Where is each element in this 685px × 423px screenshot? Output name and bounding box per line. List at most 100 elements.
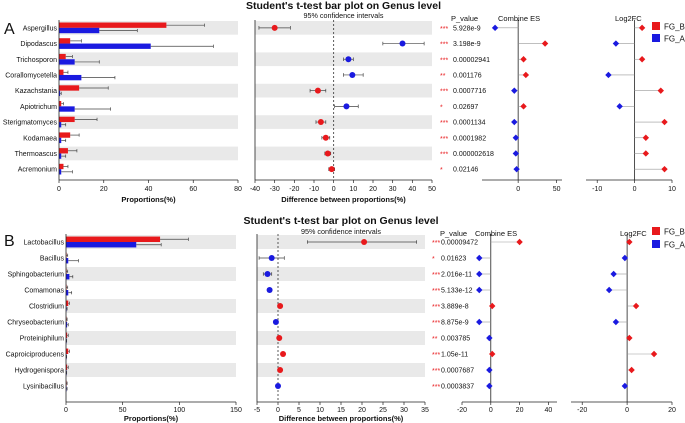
panel-b-p-value: 0.003785: [441, 336, 470, 343]
panel-b-bar-fg_b: [66, 364, 68, 370]
panel-b-fc-marker: [650, 350, 658, 358]
panel-a-diff-tick-label: 40: [408, 186, 416, 193]
panel-a-title: Student's t-test bar plot on Genus level: [246, 0, 441, 12]
panel-a-prop-stripe: [59, 52, 238, 67]
panel-a-letter: A: [4, 21, 15, 38]
legend-b-swatch-fg-b: [652, 227, 660, 235]
panel-a-prop-xlabel: Proportions(%): [121, 195, 176, 204]
panel-b-category-label: Lactobacillus: [24, 240, 65, 247]
panel-b-es-tick-label: 0: [489, 407, 493, 414]
panel-a-diff-point: [399, 40, 406, 47]
panel-b-prop-stripe: [66, 331, 236, 345]
panel-b-fc-marker: [632, 302, 640, 310]
legend-swatch-fg-a: [652, 34, 660, 42]
panel-b-p-stars: ***: [432, 240, 440, 247]
panel-a-diff-point: [328, 166, 335, 173]
panel-a-fc-marker: [642, 134, 650, 141]
legend-b-swatch-fg-a: [652, 240, 660, 248]
panel-a-p-value: 0.000002618: [453, 151, 494, 158]
panel-b-category-label: Bacillus: [40, 256, 65, 263]
panel-a-bar-fg_a: [59, 90, 61, 96]
panel-b-p-value: 3.889e-8: [441, 304, 469, 311]
panel-a-fc-marker: [638, 24, 646, 32]
panel-a-prop-stripe: [59, 146, 238, 161]
panel-a-prop-tick-label: 0: [57, 186, 61, 193]
panel-a-p-value: 5.928e-9: [453, 25, 481, 32]
panel-a-diff-point: [314, 87, 321, 94]
panel-a-p-value: 0.00002941: [453, 57, 490, 64]
panel-b-p-stars: ***: [432, 384, 440, 391]
panel-a-p-value: 0.0001982: [453, 135, 486, 142]
panel-a-fc-tick-label: 0: [633, 186, 637, 193]
panel-b-fc-tick-label: 0: [625, 407, 629, 414]
panel-a-bar-fg_b: [59, 22, 167, 28]
panel-a-es-title: Combine ES: [498, 14, 540, 23]
panel-a-fc-tick-label: 10: [668, 186, 676, 193]
panel-a-p-value: 0.02697: [453, 104, 478, 111]
panel-a-diff-stripe: [255, 83, 432, 98]
panel-a-p-value: 0.02146: [453, 167, 478, 174]
panel-b-diff-point: [361, 239, 368, 245]
panel-a-es-marker: [511, 87, 518, 94]
panel-b-fc-marker: [621, 382, 629, 390]
panel-b-diff-tick-label: -5: [254, 407, 260, 414]
panel-b-diff-tick-label: 15: [337, 407, 345, 414]
panel-a-prop-tick-label: 20: [100, 186, 108, 193]
panel-b-es-marker: [486, 334, 493, 342]
panel-b-p-value: 0.01623: [441, 256, 466, 263]
panel-a-es-marker: [512, 134, 520, 141]
panel-a-diff-tick-label: 30: [389, 186, 397, 193]
panel-b-category-label: Hydrogenispora: [15, 368, 65, 375]
panel-a-category-label: Acremonium: [18, 167, 57, 174]
panel-b-p-value: 2.016e-11: [441, 272, 472, 279]
panel-b-fc-marker: [610, 270, 617, 278]
panel-b-p-stars: *: [432, 256, 435, 263]
panel-b-es-marker: [516, 238, 523, 246]
panel-a-bar-fg_b: [59, 38, 71, 44]
panel-a-bar-fg_a: [59, 59, 75, 65]
panel-a-es-marker: [541, 40, 549, 47]
panel-b-es-marker: [476, 318, 483, 326]
panel-a-category-label: Apiotrichum: [20, 104, 57, 111]
panel-b-bar-fg_b: [66, 236, 161, 242]
panel-a-bar-fg_a: [59, 169, 62, 175]
panel-b-fc-tick-label: 20: [668, 407, 676, 414]
panel-b-p-stars: ***: [432, 368, 440, 375]
panel-b-p-value: 8.875e-9: [441, 320, 469, 327]
panel-b-category-label: Lysinibacillus: [23, 384, 64, 391]
panel-b-prop-stripe: [66, 267, 236, 281]
panel-a-category-label: Sterigmatomyces: [3, 120, 58, 127]
panel-b-p-stars: ***: [432, 320, 440, 327]
panel-b-diff-tick-label: 5: [297, 407, 301, 414]
panel-b-category-label: Caproiciproducens: [6, 352, 65, 359]
panel-b-bar-fg_a: [66, 322, 68, 328]
panel-a-diff-tick-label: 10: [349, 186, 357, 193]
panel-a-bar-fg_b: [59, 148, 68, 154]
panel-b-bar-fg_b: [66, 300, 69, 306]
panel-a-fc-tick-label: -10: [592, 186, 602, 193]
panel-b-fc-marker: [621, 254, 629, 262]
panel-a-bar-fg_a: [59, 106, 75, 112]
panel-a-diff-point: [324, 150, 331, 157]
panel-b-diff-tick-label: 30: [400, 407, 408, 414]
panel-a-es-tick-label: 0: [516, 186, 520, 193]
panel-a-diff-tick-label: 0: [332, 186, 336, 193]
panel-a-p-title: P_value: [451, 14, 478, 23]
panel-b-category-label: Chryseobacterium: [7, 320, 64, 327]
panel-a-category-label: Trichosporon: [16, 57, 57, 64]
panel-a-p-stars: ***: [440, 57, 448, 64]
panel-b-diff-tick-label: 0: [276, 407, 280, 414]
panel-b-diff-stripe: [257, 267, 425, 281]
panel-a-category-label: Kodamaea: [23, 135, 57, 142]
panel-b-bar-fg_a: [66, 242, 137, 248]
panel-b-fc-marker: [626, 238, 633, 246]
panel-a-prop-stripe: [59, 115, 238, 129]
panel-a-bar-fg_a: [59, 74, 82, 81]
panel-b-diff-point: [275, 383, 281, 389]
panel-a-bar-fg_a: [59, 27, 100, 34]
panel-a-es-marker: [491, 24, 499, 32]
panel-b-diff-point: [277, 303, 284, 309]
panel-a-p-stars: *: [440, 167, 443, 174]
panel-b-diff-point: [264, 271, 271, 277]
panel-b-p-value: 1.05e-11: [441, 352, 468, 359]
